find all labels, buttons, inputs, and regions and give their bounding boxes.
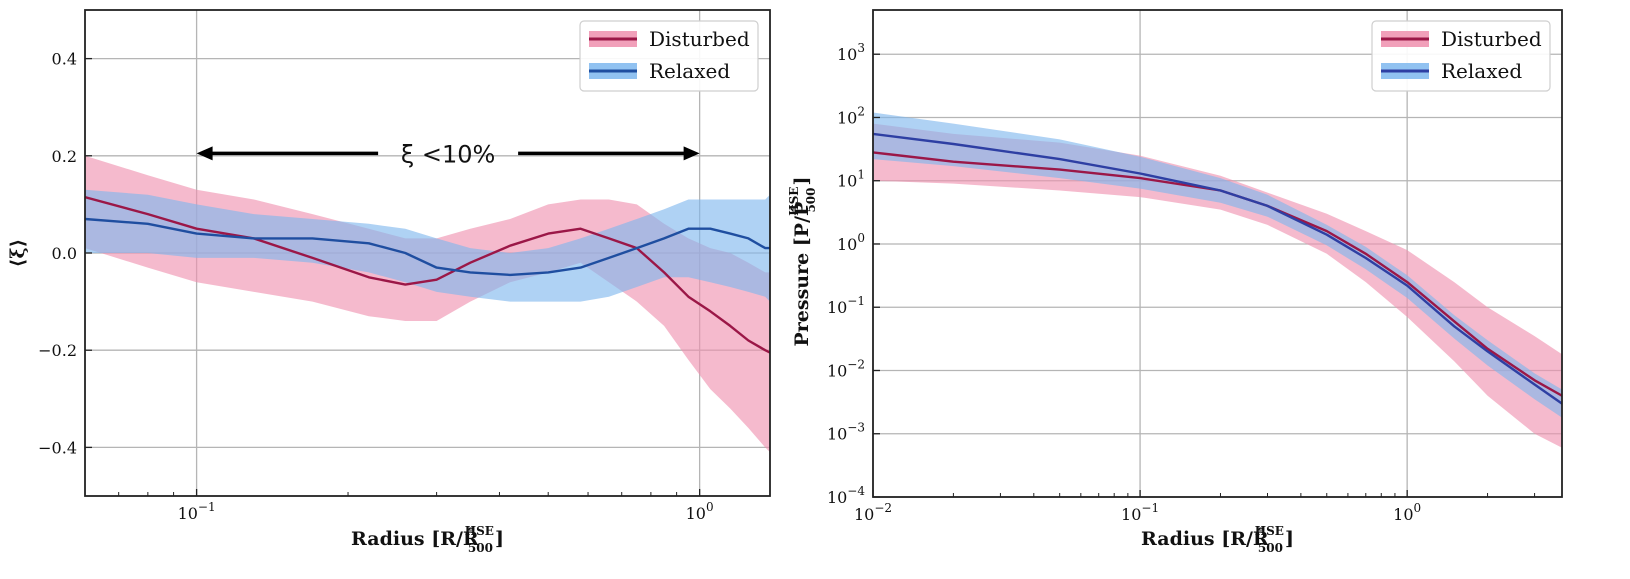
annotation-label: ξ <10% [401,140,495,168]
y-axis-label: ⟨ξ⟩ [7,239,29,268]
x-tick-label: 10−1 [1121,501,1159,524]
y-tick-label: 0.2 [52,147,77,166]
band-disturbed [85,155,770,453]
y-tick-label: −0.2 [38,341,77,360]
series-line-relaxed [85,217,770,277]
x-tick-label: 10−2 [854,501,892,524]
x-tick-label: 100 [1393,501,1421,524]
annotation-arrow: ξ <10% [196,140,700,168]
x-axis-label: Radius [R/R̂HSE 500] [351,524,504,555]
band-relaxed [85,189,770,302]
legend: Disturbed Relaxed [579,20,759,92]
pressure-profile-chart: 10−2 10−1 100 10−4 10−3 10−2 10−1 100 101 102 103 R… [787,9,1563,555]
y-tick-label: 10−2 [827,357,865,380]
xi-profile-chart: 10−1 100 0.4 0.2 0.0 −0.2 −0.4 Radius [R/R̂HSE 5… [7,9,771,555]
series-line-disturbed [873,151,1562,397]
legend-label-relaxed: Relaxed [649,59,730,83]
y-tick-label: −0.4 [38,438,77,457]
y-tick-label: 101 [837,168,865,191]
series-line-relaxed [873,132,1562,405]
y-tick-label: 0.0 [52,244,77,263]
legend-label-disturbed: Disturbed [1441,27,1542,51]
y-tick-label: 103 [837,41,865,64]
plot-area [85,155,770,453]
y-axis-label: Pressure [P/P̂HSE 500] [787,176,818,346]
y-tick-label: 10−3 [827,421,865,444]
y-tick-label: 10−1 [827,294,865,317]
y-tick-label: 10−4 [827,484,865,507]
band-relaxed [873,112,1562,418]
arrow-head-right [683,146,700,161]
y-tick-label: 0.4 [52,50,77,69]
arrow-head-left [196,146,213,161]
legend: Disturbed Relaxed [1371,20,1551,92]
x-tick-label: 100 [686,500,714,523]
plot-area [873,112,1562,448]
band-disturbed [873,123,1562,448]
series-line-disturbed [85,195,770,354]
y-tick-label: 100 [837,231,865,254]
x-axis-label: Radius [R/R̂HSE 500] [1141,524,1294,555]
y-tick-label: 102 [837,104,865,127]
legend-label-disturbed: Disturbed [649,27,750,51]
legend-label-relaxed: Relaxed [1441,59,1522,83]
plot-frame [872,9,1563,498]
x-tick-label: 10−1 [178,500,216,523]
